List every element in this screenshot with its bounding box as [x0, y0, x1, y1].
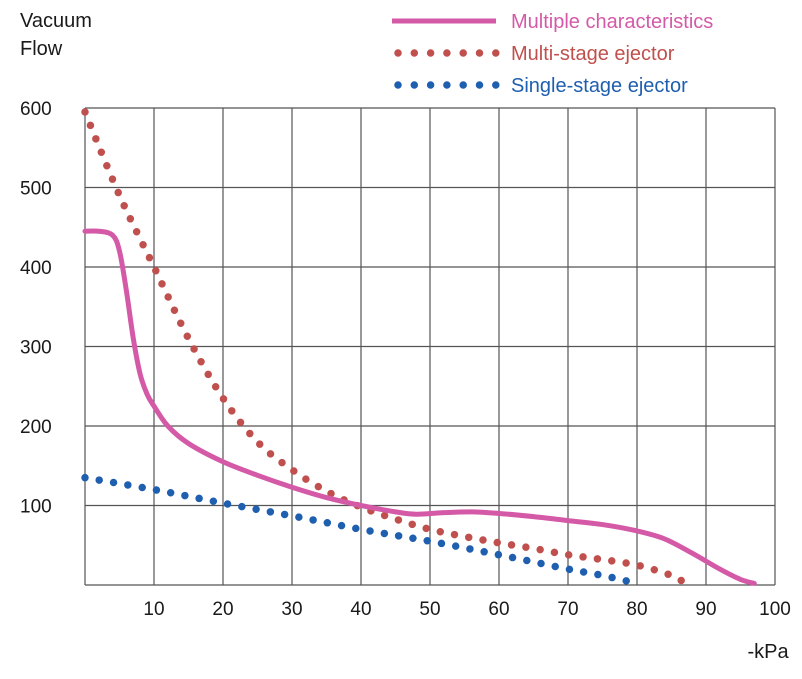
- legend: Multiple characteristics Multi-stage eje…: [392, 11, 713, 97]
- x-tick-label-10: 10: [143, 599, 164, 620]
- x-tick-label-20: 20: [212, 599, 233, 620]
- legend-label-multi-stage-ejector: Multi-stage ejector: [511, 43, 675, 65]
- grid: [84, 107, 776, 586]
- y-axis-title-line1: Vacuum: [20, 10, 92, 32]
- x-tick-label-60: 60: [488, 599, 509, 620]
- y-tick-label-600: 600: [20, 99, 52, 120]
- tick-labels: 10 20 30 40 50 60 70 80 90 100 100 200 300 400 500 600: [20, 99, 791, 620]
- series-line-single-stage-ejector: [81, 473, 641, 588]
- x-tick-label-100: 100: [759, 599, 791, 620]
- x-tick-label-50: 50: [419, 599, 440, 620]
- legend-label-multiple-characteristics: Multiple characteristics: [511, 11, 713, 33]
- series-line-multiple-characteristics: [82, 228, 757, 586]
- legend-label-single-stage-ejector: Single-stage ejector: [511, 75, 688, 97]
- y-axis-title-line2: Flow: [20, 38, 63, 60]
- y-tick-label-500: 500: [20, 179, 52, 200]
- x-tick-label-90: 90: [695, 599, 716, 620]
- x-tick-label-30: 30: [281, 599, 302, 620]
- x-tick-label-40: 40: [350, 599, 371, 620]
- x-tick-label-70: 70: [557, 599, 578, 620]
- y-tick-label-200: 200: [20, 417, 52, 438]
- y-tick-label-300: 300: [20, 338, 52, 359]
- x-axis-title: -kPa: [747, 641, 789, 663]
- series-line-multi-stage-ejector: [81, 108, 690, 588]
- x-tick-label-80: 80: [626, 599, 647, 620]
- series-layer: [81, 108, 757, 588]
- y-tick-label-100: 100: [20, 497, 52, 518]
- y-tick-label-400: 400: [20, 258, 52, 279]
